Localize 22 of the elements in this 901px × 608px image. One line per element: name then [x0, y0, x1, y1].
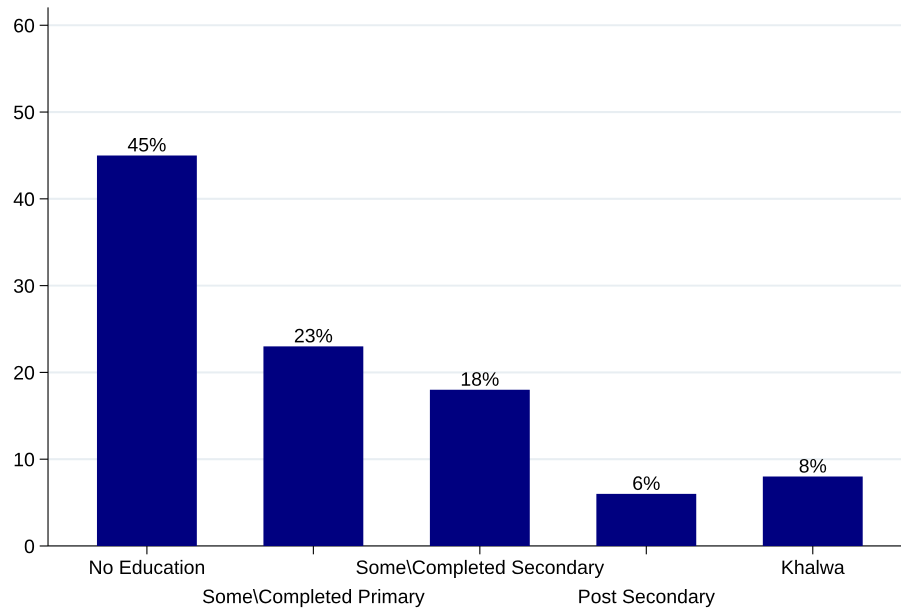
- bar: [96, 155, 197, 546]
- bar: [263, 346, 364, 546]
- y-tick-label: 50: [14, 106, 34, 120]
- y-tick-label: 60: [14, 18, 34, 32]
- y-tick-label: 0: [24, 539, 34, 554]
- y-tick-label: 20: [14, 366, 34, 380]
- y-tick-label: 40: [14, 192, 34, 206]
- data-label: 18%: [462, 372, 499, 386]
- data-label: 6%: [633, 476, 660, 490]
- y-tick-label: 10: [14, 452, 34, 466]
- x-tick-label: Khalwa: [782, 560, 845, 574]
- x-tick-label: Some\Completed Primary: [202, 589, 425, 608]
- data-label: 45%: [128, 138, 166, 152]
- y-tick-label: 30: [14, 279, 34, 293]
- x-tick-label: Some\Completed Secondary: [356, 560, 604, 578]
- data-label: 23%: [294, 328, 332, 343]
- x-tick-label: Post Secondary: [579, 589, 715, 608]
- bar: [762, 476, 863, 546]
- bar: [596, 494, 696, 546]
- bar: [430, 390, 530, 546]
- x-tick-label: No Education: [90, 560, 204, 574]
- data-label: 8%: [800, 458, 826, 473]
